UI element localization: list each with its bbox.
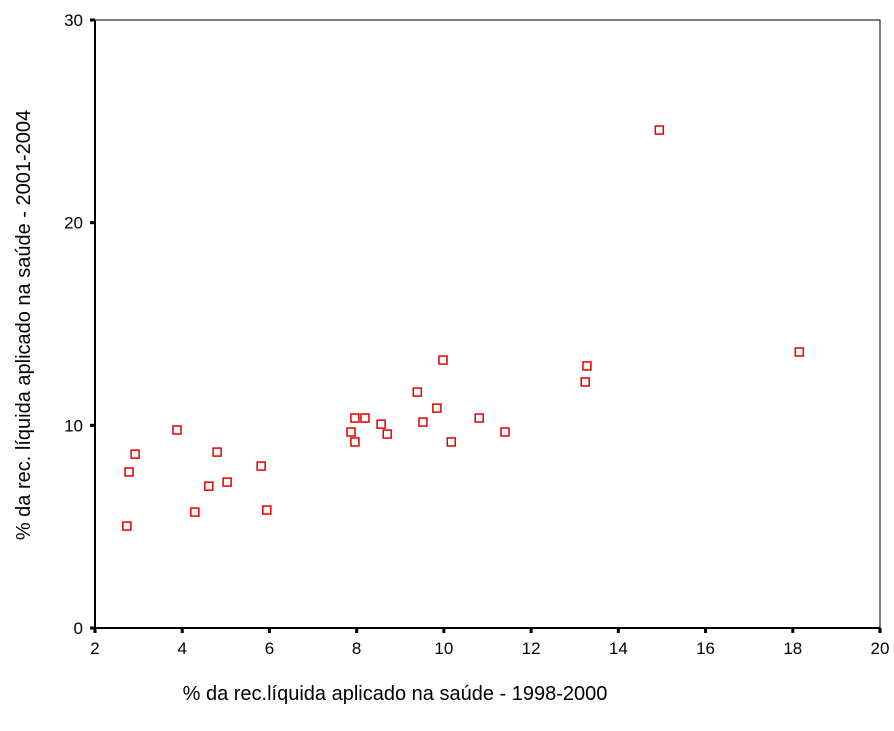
- y-tick-label: 30: [64, 11, 83, 30]
- x-tick-label: 4: [177, 639, 186, 658]
- x-axis-label: % da rec.líquida aplicado na saúde - 199…: [183, 683, 608, 705]
- x-tick-label: 10: [434, 639, 453, 658]
- x-tick-label: 18: [783, 639, 802, 658]
- point: [204, 481, 214, 491]
- y-tick-label: 10: [64, 416, 83, 435]
- y-axis-label: % da rec. líquida aplicado na saúde - 20…: [13, 110, 35, 540]
- point: [654, 125, 665, 135]
- point: [262, 505, 272, 515]
- plot-frame: [94, 19, 881, 629]
- point: [350, 437, 360, 447]
- x-tick-label: 2: [90, 639, 99, 658]
- point: [124, 467, 134, 477]
- x-tick-label: 14: [609, 639, 628, 658]
- point: [256, 461, 266, 471]
- y-tick-label: 20: [64, 214, 83, 233]
- point: [130, 449, 140, 459]
- point: [794, 347, 805, 357]
- point: [500, 427, 510, 437]
- x-tick-label: 16: [696, 639, 715, 658]
- point: [580, 377, 590, 387]
- point: [346, 427, 356, 437]
- point: [376, 419, 386, 429]
- point: [438, 355, 448, 365]
- x-tick-label: 12: [522, 639, 541, 658]
- point: [350, 413, 360, 423]
- point: [418, 417, 428, 427]
- point: [122, 521, 132, 531]
- x-tick-label: 20: [871, 639, 890, 658]
- point: [190, 507, 200, 517]
- y-tick-label: 0: [74, 619, 83, 638]
- point: [582, 361, 592, 371]
- point: [474, 413, 484, 423]
- point: [446, 437, 457, 447]
- x-tick-label: 8: [352, 639, 361, 658]
- point: [432, 403, 442, 413]
- point: [382, 429, 392, 439]
- point: [172, 425, 182, 435]
- point: [222, 477, 232, 487]
- point: [212, 447, 222, 457]
- point: [412, 387, 423, 397]
- point: [360, 413, 370, 423]
- x-tick-label: 6: [265, 639, 274, 658]
